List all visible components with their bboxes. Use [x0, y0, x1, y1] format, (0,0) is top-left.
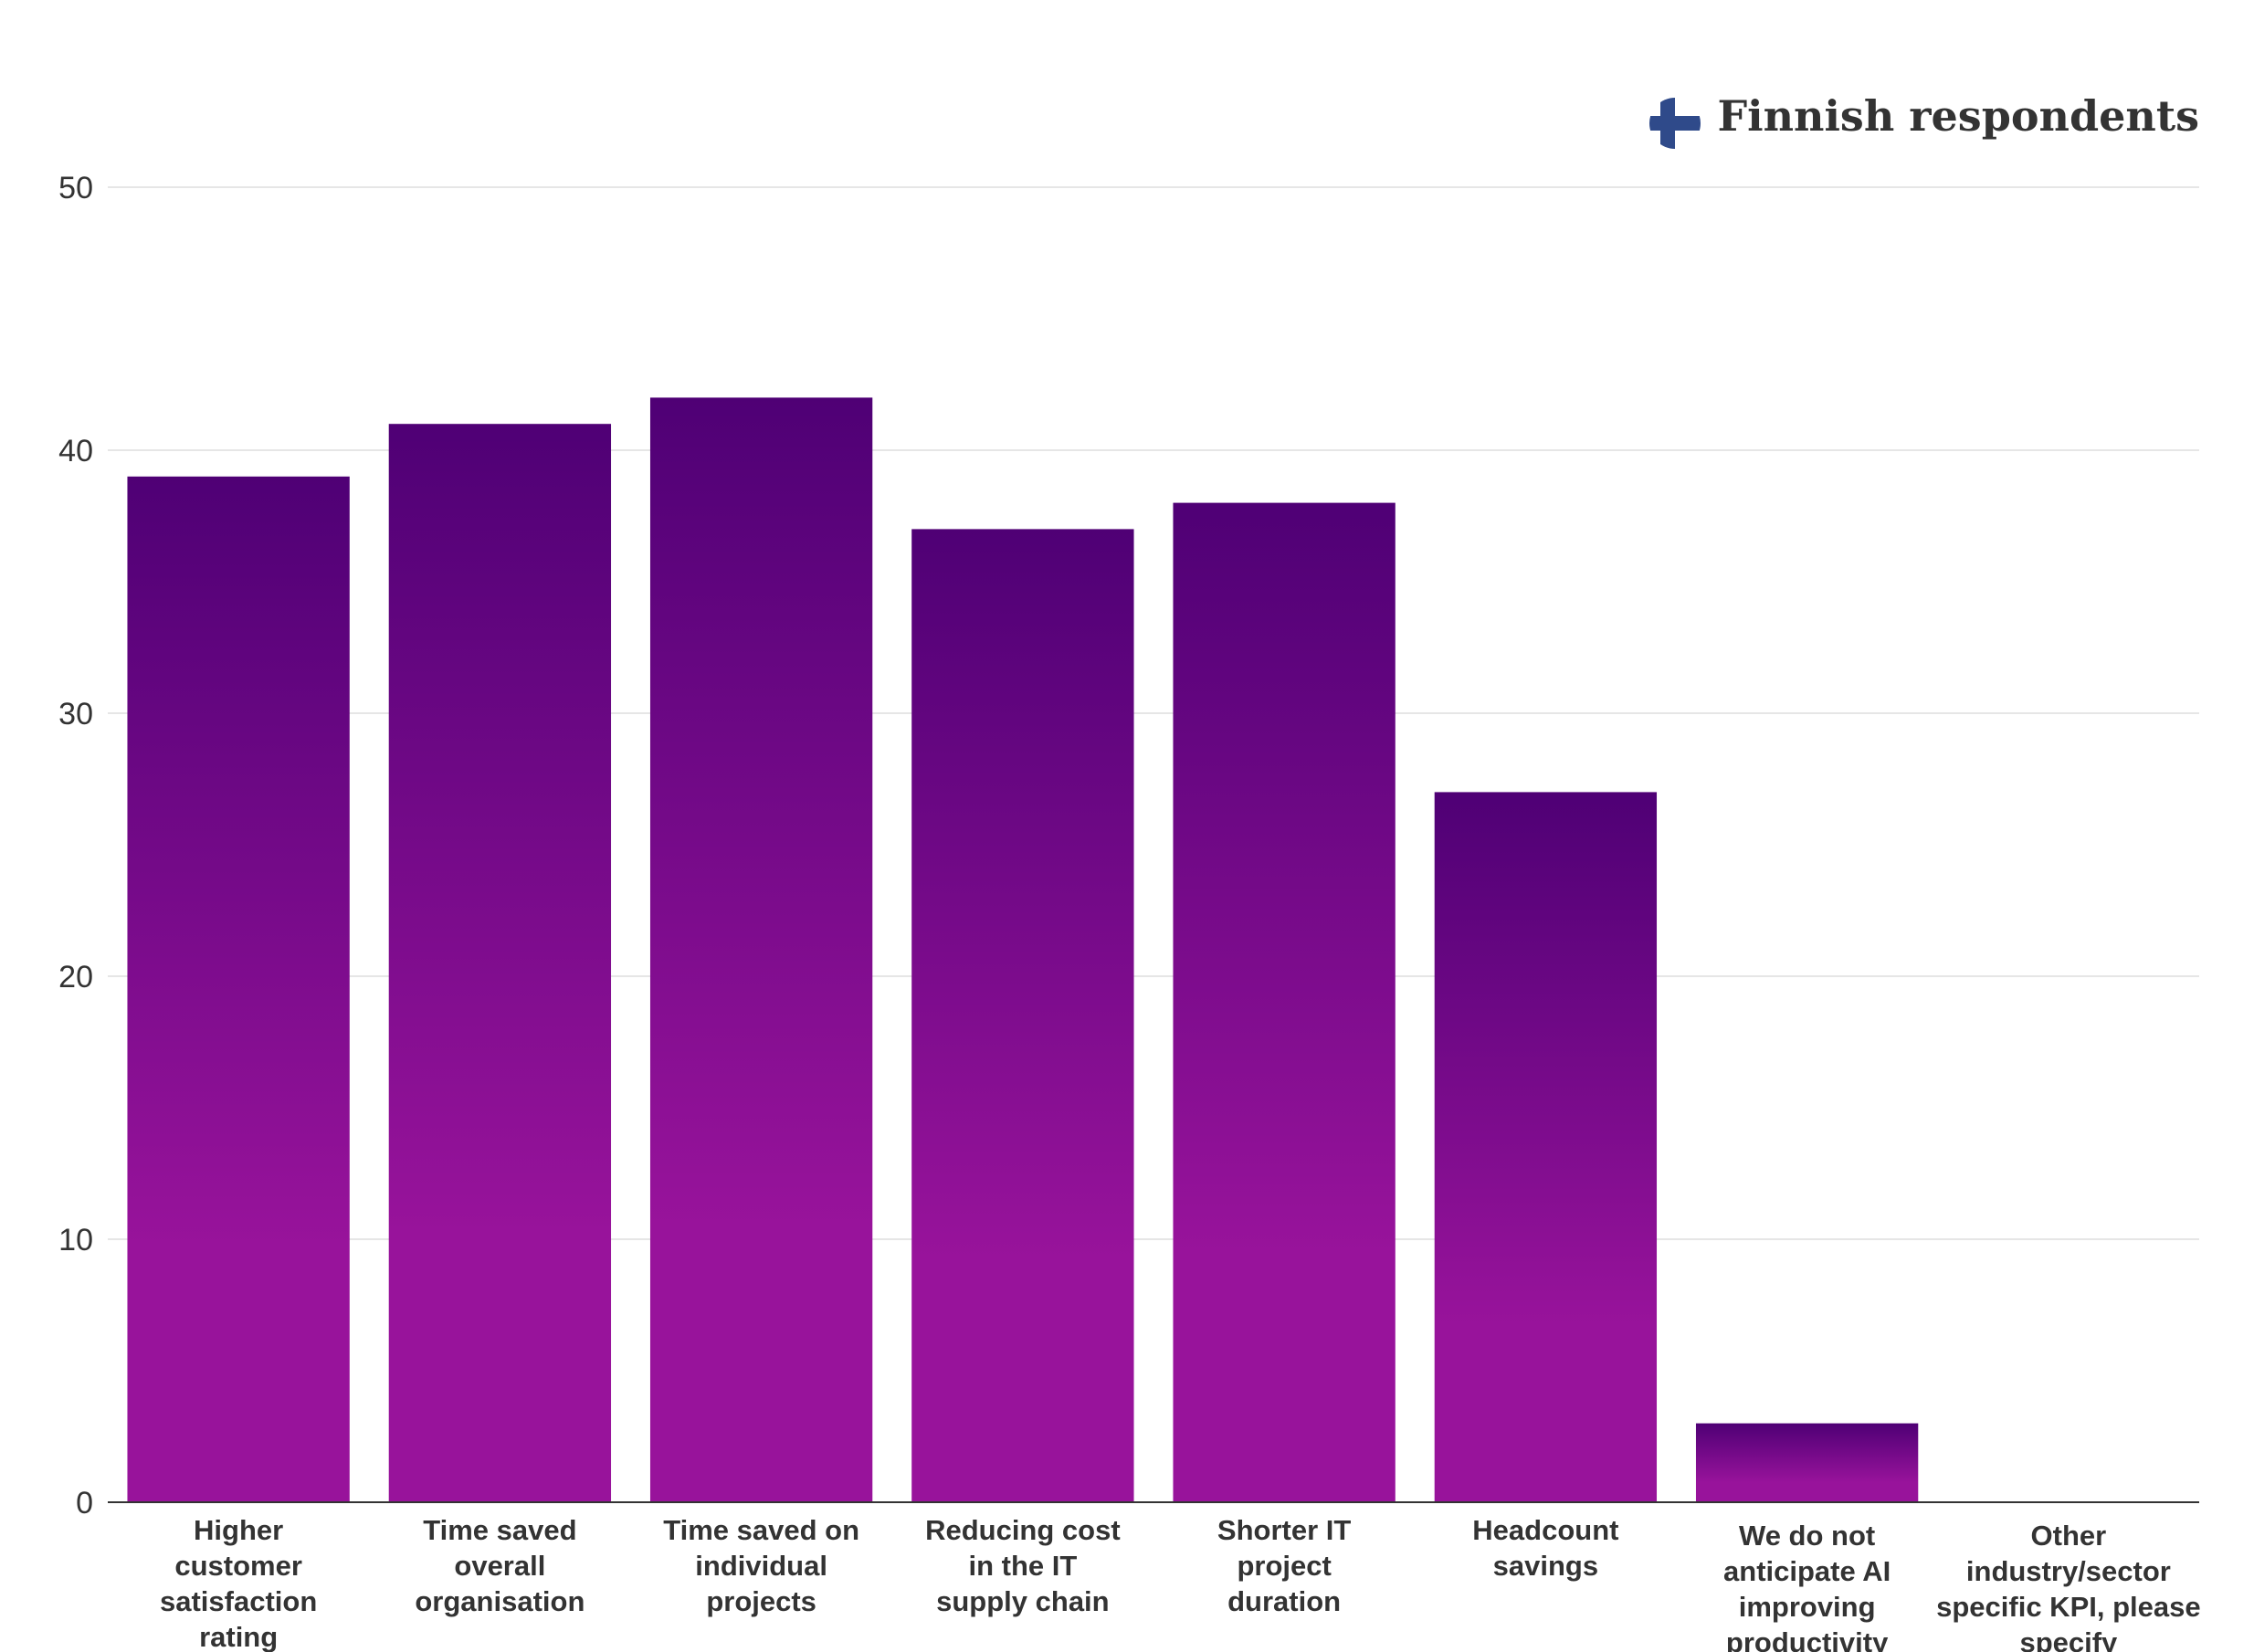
y-axis-ticks: 0 10 20 30 40 50: [58, 171, 93, 1520]
legend-label: Finnish respondents: [1717, 91, 2199, 141]
bar[interactable]: [127, 476, 350, 1502]
x-tick-label: Time saved on individual projects: [663, 1514, 859, 1617]
x-tick-label: Headcount savings: [1472, 1514, 1618, 1582]
y-tick-label: 50: [58, 171, 93, 205]
y-tick-label: 10: [58, 1223, 93, 1257]
x-tick-label: Higher customer satisfaction rating: [160, 1514, 317, 1652]
x-tick-label: Time saved overall organisation: [415, 1514, 585, 1617]
x-tick-label: We do not anticipate AI improving productiv…: [1723, 1520, 1891, 1652]
y-tick-label: 20: [58, 960, 93, 994]
x-axis-labels: Higher customer satisfaction rating Time sav…: [160, 1514, 2201, 1652]
y-tick-label: 40: [58, 434, 93, 468]
bars: [127, 397, 1919, 1503]
y-tick-label: 30: [58, 697, 93, 731]
x-tick-label: Shorter IT project duration: [1217, 1514, 1351, 1617]
bar[interactable]: [388, 424, 612, 1503]
finland-flag-icon: [1649, 98, 1701, 149]
legend[interactable]: Finnish respondents: [1644, 91, 2199, 155]
bar[interactable]: [649, 397, 873, 1502]
y-tick-label: 0: [76, 1486, 93, 1520]
x-tick-label: Other industry/sector specific KPI, please…: [1936, 1520, 2200, 1652]
x-tick-label: Reducing cost in the IT supply chain: [925, 1514, 1121, 1617]
bar[interactable]: [1173, 502, 1396, 1502]
bar[interactable]: [1695, 1423, 1919, 1502]
bar[interactable]: [911, 529, 1134, 1502]
bar[interactable]: [1434, 792, 1658, 1502]
